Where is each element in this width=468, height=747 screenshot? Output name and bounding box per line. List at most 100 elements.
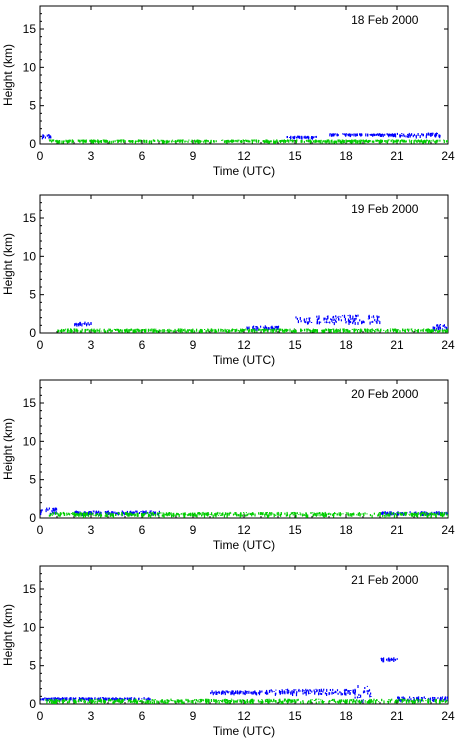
data-point-s0-g1 [264,326,266,328]
data-point-s1-g0 [443,512,445,516]
data-point-s1-g0 [319,512,321,514]
data-point-s0-g2 [334,133,336,136]
data-point-s1-g0 [94,699,96,701]
data-point-s1-g0 [395,699,397,702]
data-point-s0-g1 [211,690,213,694]
data-point-s0-g2 [385,512,387,516]
data-point-s1-g0 [51,699,53,701]
data-point-s0-g0 [53,697,55,699]
data-point-s0-g1 [93,510,95,513]
data-point-s1-g0 [275,514,277,516]
data-point-s1-g0 [46,701,48,704]
data-point-s1-g0 [261,700,264,702]
data-point-s1-g0 [134,328,136,332]
data-point-s0-g1 [276,325,278,328]
data-point-s0-g1 [246,690,248,694]
data-point-s0-g2 [355,315,358,317]
data-point-s0-g1 [150,510,153,512]
data-point-s1-g0 [321,329,323,333]
data-point-s1-g0 [244,514,246,517]
data-point-s0-g2 [332,688,334,691]
data-point-s0-g3 [405,135,407,138]
data-point-s1-g0 [172,513,174,516]
data-point-s1-g0 [135,328,137,330]
data-point-s1-g0 [251,512,254,515]
data-point-s1-g0 [215,512,217,515]
data-point-s0-g0 [75,697,77,700]
data-point-s1-g0 [254,513,256,517]
data-layer [57,314,448,333]
x-tick-label: 15 [288,338,302,352]
data-point-s1-g0 [252,328,254,331]
data-point-s1-g0 [378,140,381,144]
data-point-s1-g0 [100,330,102,332]
data-point-s1-g0 [143,140,146,142]
data-point-s1-g0 [180,328,182,330]
data-point-s1-g0 [181,328,183,331]
data-point-s1-g0 [247,701,249,704]
data-point-s1-g0 [165,701,167,704]
data-point-s0-g1 [129,511,131,514]
x-tick-label: 21 [390,523,404,537]
data-point-s1-g0 [273,328,275,330]
data-point-s1-g0 [73,512,75,514]
data-point-s1-g0 [337,329,340,331]
data-point-s1-g0 [111,514,113,517]
data-point-s1-g0 [364,512,366,515]
data-point-s1-g0 [150,701,152,704]
data-point-s0-g3 [437,324,439,326]
data-point-s1-g0 [181,329,183,333]
data-point-s1-g0 [275,700,277,704]
data-point-s0-g2 [355,134,357,137]
data-point-s1-g0 [121,512,123,514]
data-point-s0-g2 [434,511,436,513]
data-point-s1-g0 [152,329,154,333]
data-point-s0-g3 [357,685,359,688]
data-point-s1-g0 [364,700,366,702]
x-tick-label: 3 [88,338,95,352]
data-point-s1-g0 [123,329,126,332]
data-point-s0-g2 [363,321,365,324]
data-point-s1-g0 [278,330,281,333]
data-point-s1-g0 [307,139,309,142]
data-point-s1-g0 [112,514,114,517]
y-tick-label: 0 [29,511,36,525]
data-point-s1-g0 [351,513,353,517]
data-point-s0-g3 [431,134,433,136]
data-point-s0-g1 [238,691,240,694]
data-point-s0-g2 [370,133,373,136]
data-point-s0-g2 [340,319,342,322]
data-point-s1-g0 [148,699,150,702]
data-point-s1-g0 [174,700,177,704]
data-point-s1-g0 [80,698,82,702]
data-point-s0-g2 [344,317,346,321]
data-point-s1-g0 [192,328,194,330]
data-point-s1-g0 [257,699,259,702]
data-point-s1-g0 [232,328,234,331]
data-point-s1-g0 [426,139,428,141]
data-point-s1-g0 [423,512,425,515]
data-point-s0-g2 [345,692,347,696]
data-point-s1-g0 [116,328,118,331]
x-tick-label: 15 [288,523,302,537]
data-point-s1-g0 [384,140,386,142]
data-point-s1-g0 [194,512,196,515]
data-point-s1-g0 [108,698,110,701]
data-point-s1-g0 [410,700,412,703]
data-point-s0-g1 [232,691,234,695]
data-point-s1-g0 [318,140,320,143]
data-point-s1-g0 [232,513,235,516]
data-point-s1-g0 [325,513,327,517]
data-point-s1-g0 [420,513,422,517]
data-point-s0-g2 [409,511,411,514]
data-point-s1-g0 [186,699,188,701]
data-point-s1-g0 [363,514,365,517]
data-point-s1-g0 [91,140,93,144]
data-point-s1-g0 [128,330,130,333]
data-point-s0-g1 [314,136,316,138]
data-point-s1-g0 [429,329,431,331]
data-point-s0-g2 [373,317,375,319]
data-point-s0-g1 [311,136,313,139]
